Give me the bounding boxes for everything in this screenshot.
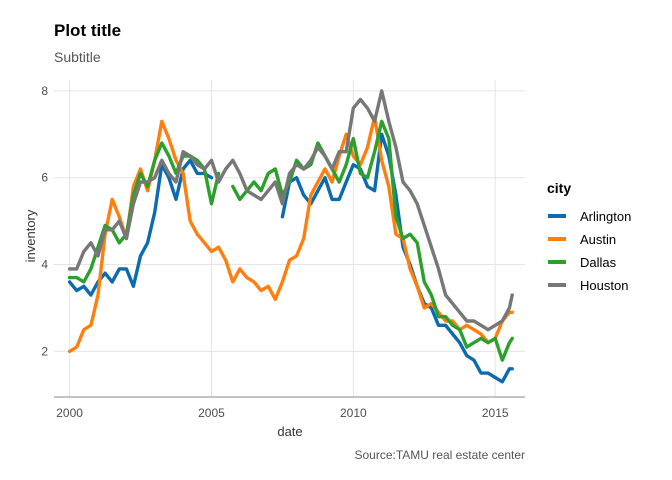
plot-area [67,89,514,384]
legend-title: city [547,180,571,196]
chart-title: Plot title [54,21,121,40]
x-axis-title: date [277,424,302,439]
legend-label-houston: Houston [580,278,628,293]
x-tick-label: 2000 [56,406,83,420]
chart-subtitle: Subtitle [54,49,101,65]
legend-label-arlington: Arlington [580,209,631,224]
y-axis-title: inventory [23,209,38,262]
legend: city Arlington Austin Dallas Houston [547,180,631,293]
legend-label-dallas: Dallas [580,255,617,270]
y-tick-label: 6 [41,171,48,185]
x-axis-ticks: 2000 2005 2010 2015 [56,406,509,420]
series-line-arlington [67,132,514,384]
x-tick-label: 2010 [340,406,367,420]
series-line-houston [67,89,514,332]
y-tick-label: 2 [41,344,48,358]
y-tick-label: 4 [41,258,48,272]
legend-label-austin: Austin [580,232,616,247]
x-tick-label: 2005 [198,406,225,420]
y-axis-ticks: 2 4 6 8 [41,84,48,359]
y-tick-label: 8 [41,84,48,98]
chart-caption: Source:TAMU real estate center [354,448,525,462]
x-tick-label: 2015 [482,406,509,420]
